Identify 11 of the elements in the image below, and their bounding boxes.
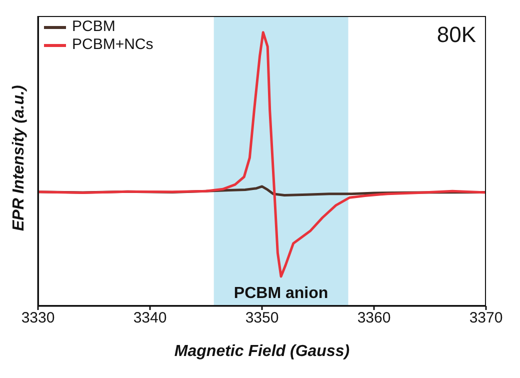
y-axis-title: EPR Intensity (a.u.) [10,85,28,231]
legend-label: PCBM+NCs [72,36,154,54]
x-tick-label: 3360 [357,310,391,327]
x-axis-title: Magnetic Field (Gauss) [174,343,350,360]
x-tick-label: 3330 [21,310,55,327]
x-tick-label: 3370 [469,310,503,327]
legend-label: PCBM [72,18,116,36]
x-tick-label: 3350 [245,310,279,327]
x-tick-label: 3340 [133,310,167,327]
band-label: PCBM anion [234,285,328,302]
annotation: 80K [436,22,476,48]
